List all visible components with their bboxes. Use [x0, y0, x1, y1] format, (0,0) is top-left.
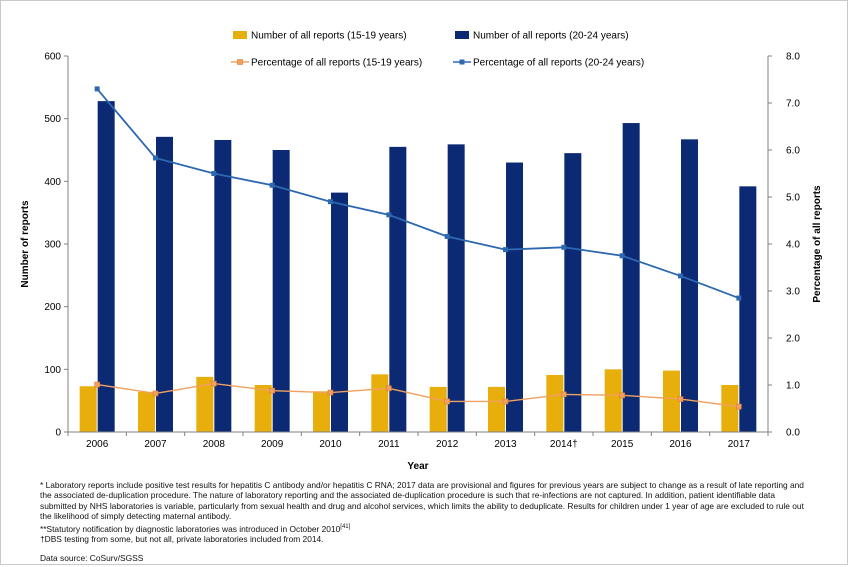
x-tick-label: 2016: [669, 439, 692, 450]
point-15-19-9: [619, 392, 625, 399]
point-15-19-5: [386, 385, 392, 392]
x-tick-label: 2007: [144, 439, 167, 450]
left-tick-label: 500: [44, 114, 61, 125]
right-tick-label: 8.0: [786, 52, 800, 63]
legend-swatch-bar-15-19: [233, 31, 247, 39]
bar-15-19-7: [488, 386, 505, 432]
point-20-24-7: [503, 247, 508, 253]
bar-15-19-6: [429, 386, 447, 432]
x-tick-label: 2006: [86, 439, 109, 450]
point-15-19-6: [444, 398, 450, 405]
left-tick-label: 200: [44, 302, 61, 313]
bar-15-19-11: [721, 385, 739, 432]
right-tick-label: 0.0: [786, 428, 800, 439]
x-axis-title: Year: [407, 461, 428, 470]
line-20-24: [96, 88, 740, 299]
right-tick-label: 7.0: [786, 99, 800, 110]
point-15-19-3: [269, 387, 275, 394]
left-tick-label: 0: [55, 428, 61, 439]
point-20-24-10: [678, 273, 683, 279]
point-20-24-1: [153, 155, 158, 161]
bar-15-19-5: [371, 374, 389, 432]
left-tick-label: 100: [44, 365, 61, 376]
x-tick-label: 2012: [436, 439, 459, 450]
footnote-dbs: †DBS testing from some, but not all, pri…: [40, 533, 324, 544]
point-20-24-11: [736, 295, 742, 301]
point-20-24-2: [211, 171, 217, 176]
chart: 0 100 200 300 400 500 600 0.0 1.0 2.0 3.0 4.0 5.0 6.0…: [20, 31, 823, 471]
point-15-19-0: [94, 381, 100, 388]
legend-label-line-20-24: Percentage of all reports (20-24 years): [473, 58, 644, 69]
bar-15-19-2: [196, 376, 214, 432]
point-15-19-11: [736, 403, 742, 410]
data-source: Data source: CoSurv/SGSS: [40, 553, 144, 564]
bar-15-19-8: [546, 374, 564, 432]
right-tick-label: 4.0: [786, 240, 800, 251]
point-15-19-2: [211, 380, 217, 387]
point-20-24-6: [444, 233, 450, 239]
x-tick-label: 2015: [611, 439, 634, 450]
bar-15-19-10: [663, 370, 680, 432]
x-tick-label: 2017: [728, 439, 751, 450]
bar-20-24-6: [447, 144, 465, 433]
point-15-19-10: [677, 396, 684, 402]
x-tick-label: 2009: [261, 439, 284, 450]
legend-label-line-15-19: Percentage of all reports (15-19 years): [251, 58, 422, 69]
bar-20-24-0: [97, 101, 115, 433]
legend-label-bar-20-24: Number of all reports (20-24 years): [473, 31, 629, 42]
point-15-19-4: [327, 389, 334, 396]
bar-20-24-9: [622, 123, 640, 432]
right-tick-label: 3.0: [786, 287, 800, 298]
bar-15-19-9: [604, 369, 622, 432]
footnote-statutory-text: **Statutory notification by diagnostic l…: [40, 523, 341, 534]
footnote-statutory: **Statutory notification by diagnostic l…: [40, 522, 810, 534]
bar-15-19-3: [254, 385, 272, 432]
footnote-lab-reports: * Laboratory reports include positive te…: [40, 480, 804, 522]
legend-swatch-marker-20-24: [459, 59, 465, 65]
bar-20-24-5: [389, 146, 407, 432]
right-axis-title: Percentage of all reports: [812, 185, 823, 303]
bar-20-24-11: [739, 186, 757, 432]
bar-20-24-2: [214, 139, 232, 432]
bar-20-24-10: [681, 139, 698, 432]
x-tick-label: 2013: [494, 439, 517, 450]
legend-swatch-bar-20-24: [455, 31, 469, 39]
x-tick-label: 2008: [203, 439, 226, 450]
legend-swatch-marker-15-19: [237, 59, 243, 65]
bar-20-24-8: [564, 153, 582, 432]
point-20-24-8: [561, 244, 567, 250]
point-20-24-5: [386, 212, 392, 218]
point-15-19-8: [561, 391, 567, 398]
left-tick-label: 300: [44, 240, 61, 251]
bar-20-24-4: [331, 192, 348, 432]
bar-15-19-4: [313, 391, 330, 432]
point-20-24-3: [269, 182, 275, 188]
line-15-19: [97, 382, 739, 408]
bar-15-19-1: [138, 391, 155, 432]
bar-20-24-7: [506, 162, 523, 433]
point-15-19-1: [152, 390, 159, 397]
legend-label-bar-15-19: Number of all reports (15-19 years): [251, 31, 407, 42]
right-tick-label: 5.0: [786, 193, 800, 204]
point-20-24-0: [94, 86, 100, 92]
x-tick-label: 2010: [319, 439, 342, 450]
x-tick-label: 2011: [378, 439, 400, 450]
right-tick-label: 6.0: [786, 146, 800, 157]
bar-20-24-1: [156, 136, 173, 432]
right-tick-label: 1.0: [786, 381, 800, 392]
left-tick-label: 400: [44, 177, 61, 188]
right-tick-label: 2.0: [786, 334, 800, 345]
bar-15-19-0: [79, 386, 97, 432]
x-tick-label: 2014†: [550, 439, 578, 450]
left-axis-title: Number of reports: [20, 200, 31, 288]
point-20-24-4: [328, 199, 333, 205]
footnote-reference: [41]: [340, 523, 351, 530]
footnotes: * Laboratory reports include positive te…: [40, 480, 810, 564]
point-20-24-9: [619, 253, 625, 259]
left-tick-label: 600: [44, 52, 61, 63]
bar-20-24-3: [272, 150, 290, 432]
point-15-19-7: [502, 398, 509, 405]
